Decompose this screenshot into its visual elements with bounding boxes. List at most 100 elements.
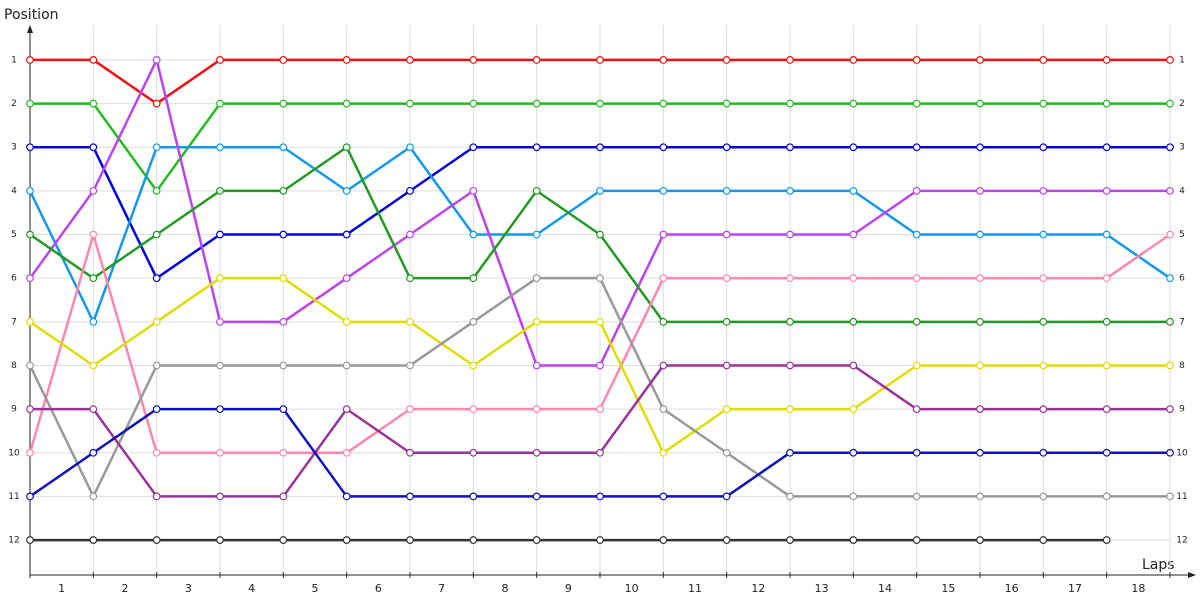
- marker: [89, 492, 98, 501]
- marker: [152, 274, 161, 283]
- marker: [912, 536, 921, 544]
- marker: [786, 448, 794, 457]
- marker: [342, 361, 351, 370]
- marker: [722, 317, 731, 326]
- marker: [1039, 99, 1048, 108]
- marker: [1102, 536, 1111, 544]
- x-tick-label: 1: [58, 582, 65, 595]
- marker: [912, 99, 921, 108]
- marker: [659, 448, 668, 457]
- marker: [1166, 492, 1174, 501]
- marker: [596, 274, 604, 283]
- marker: [1102, 56, 1111, 64]
- x-tick-label: 6: [375, 582, 382, 595]
- marker: [469, 536, 478, 544]
- y-tick-label: 12: [8, 536, 19, 546]
- marker: [279, 317, 288, 326]
- marker: [596, 99, 604, 108]
- marker: [659, 492, 668, 501]
- marker: [1039, 361, 1048, 370]
- marker: [722, 186, 731, 195]
- marker: [532, 143, 541, 152]
- marker: [342, 99, 351, 108]
- marker: [26, 317, 34, 326]
- y-tick-label: 7: [11, 317, 17, 327]
- marker: [26, 230, 34, 239]
- x-tick-label: 10: [625, 582, 639, 595]
- x-tick-label: 5: [312, 582, 319, 595]
- marker: [152, 536, 161, 544]
- x-tick-label: 17: [1068, 582, 1082, 595]
- y-tick-label: 6: [11, 274, 17, 284]
- marker: [532, 536, 541, 544]
- marker: [152, 143, 161, 152]
- marker: [722, 405, 731, 414]
- y-tick-label: 11: [8, 492, 19, 502]
- marker: [1102, 186, 1111, 195]
- marker: [1166, 274, 1174, 283]
- marker: [469, 361, 478, 370]
- marker: [722, 536, 731, 544]
- marker: [596, 492, 604, 501]
- marker: [406, 405, 414, 414]
- marker: [216, 361, 224, 370]
- marker: [1039, 317, 1048, 326]
- marker: [1166, 405, 1174, 414]
- marker: [216, 99, 224, 108]
- marker: [152, 317, 161, 326]
- marker: [912, 317, 921, 326]
- x-tick-label: 3: [185, 582, 192, 595]
- marker: [532, 361, 541, 370]
- marker: [659, 230, 668, 239]
- y-tick-label: 3: [11, 143, 17, 153]
- marker: [849, 186, 858, 195]
- y-tick-label: 9: [11, 405, 17, 415]
- marker: [1039, 405, 1048, 414]
- marker: [89, 317, 98, 326]
- marker: [89, 536, 98, 544]
- marker: [469, 99, 478, 108]
- marker: [912, 274, 921, 283]
- marker: [976, 230, 984, 239]
- marker: [1102, 274, 1111, 283]
- marker: [786, 405, 794, 414]
- marker: [722, 448, 731, 457]
- marker: [1102, 448, 1111, 457]
- marker: [26, 361, 34, 370]
- marker: [469, 274, 478, 283]
- marker: [1039, 536, 1048, 544]
- marker: [216, 274, 224, 283]
- marker: [406, 274, 414, 283]
- x-tick-label: 16: [1005, 582, 1019, 595]
- marker: [152, 56, 161, 64]
- marker: [1102, 317, 1111, 326]
- marker: [976, 186, 984, 195]
- y-tick-label-right: 1: [1179, 55, 1185, 65]
- marker: [786, 230, 794, 239]
- marker: [912, 448, 921, 457]
- x-tick-label: 18: [1131, 582, 1145, 595]
- marker: [659, 361, 668, 370]
- marker: [849, 143, 858, 152]
- marker: [469, 56, 478, 64]
- marker: [89, 230, 98, 239]
- marker: [1166, 317, 1174, 326]
- y-tick-label-right: 11: [1176, 492, 1187, 502]
- marker: [89, 186, 98, 195]
- marker: [659, 143, 668, 152]
- marker: [469, 405, 478, 414]
- marker: [89, 56, 98, 64]
- marker: [532, 186, 541, 195]
- marker: [849, 448, 858, 457]
- marker: [342, 143, 351, 152]
- marker: [406, 536, 414, 544]
- marker: [469, 492, 478, 501]
- marker: [279, 405, 288, 414]
- marker: [596, 56, 604, 64]
- marker: [849, 99, 858, 108]
- marker: [722, 99, 731, 108]
- marker: [786, 492, 794, 501]
- x-axis-arrow: [1188, 572, 1196, 578]
- y-tick-label-right: 8: [1179, 361, 1185, 371]
